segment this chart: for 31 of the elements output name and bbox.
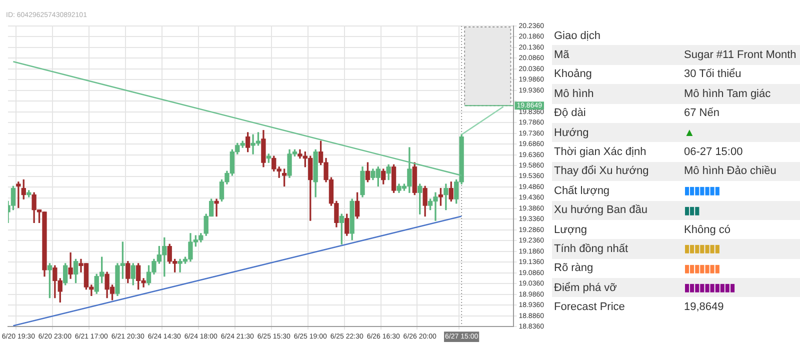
category-label: Rõ ràng — [553, 262, 594, 274]
category-label: Mã — [553, 49, 570, 62]
category-label: Mô hình — [553, 88, 595, 100]
category-label: Forecast Price — [553, 301, 626, 314]
category-label: Tính đồng nhất — [553, 242, 630, 255]
text: ▮▮▮ — [684, 204, 700, 217]
text: Không có — [684, 224, 730, 236]
text: ▮▮▮▮▮▮▮ — [684, 185, 720, 198]
text: ▮▮▮▮▮▮▮ — [684, 262, 720, 275]
category-label: Thời gian Xác định — [553, 146, 648, 158]
text: ▮▮▮▮▮▮▮ — [684, 243, 720, 256]
category-label: Điểm phá vỡ — [553, 282, 618, 294]
candlestick — [16, 182, 21, 208]
candlestick — [214, 198, 219, 217]
category-label: Xu hướng Ban đầu — [553, 204, 648, 216]
category-label: Lượng — [553, 224, 588, 236]
category-label: Khoảng — [553, 68, 593, 80]
text: 30 Tối thiểu — [684, 68, 742, 80]
category-label: Thay đổi Xu hướng — [553, 165, 650, 178]
text: 67 Nến — [684, 107, 720, 120]
category-label: Độ dài — [553, 107, 587, 120]
text: ▲ — [684, 126, 694, 139]
category-label: Giao dịch — [553, 30, 602, 42]
category-label: Chất lượng — [553, 184, 611, 197]
text: 06-27 15:00 — [684, 146, 743, 158]
text: Sugar #11 Front Month — [684, 49, 796, 62]
text: 19,8649 — [684, 301, 724, 314]
category-label: Hướng — [553, 126, 590, 139]
text: Mô hình Tam giác — [684, 88, 771, 100]
text: Mô hình Đảo chiều — [684, 165, 776, 178]
text: ▮▮▮▮▮▮▮▮▮▮ — [684, 282, 735, 294]
